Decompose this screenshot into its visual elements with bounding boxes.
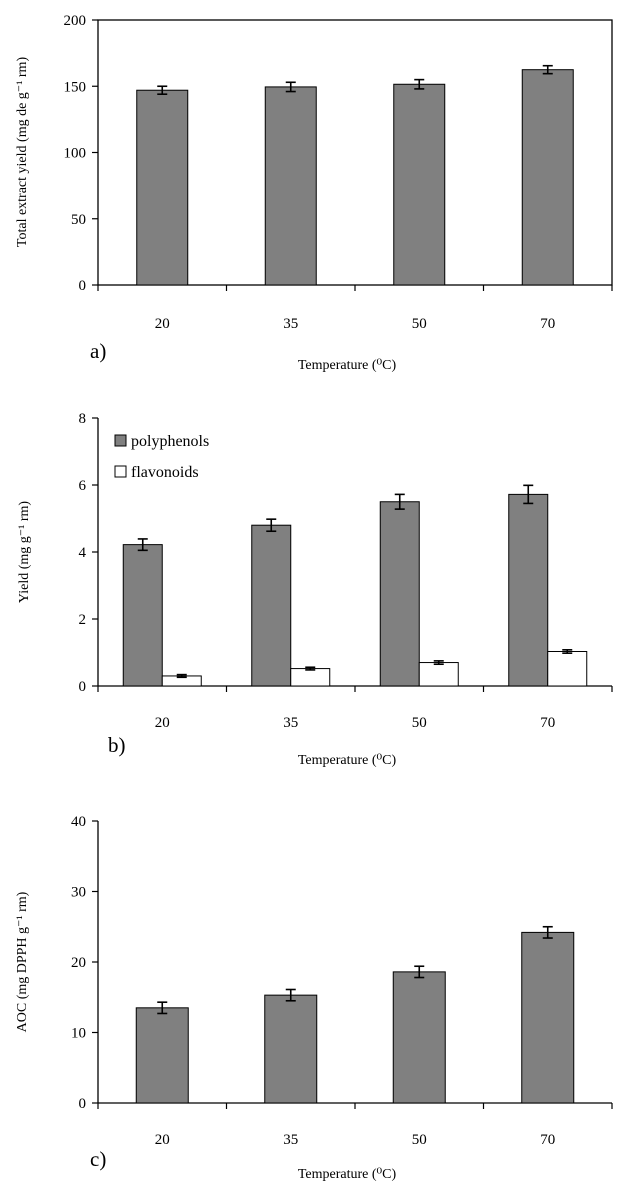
bar — [418, 662, 459, 687]
y-tick-label: 0 — [79, 679, 87, 695]
error-bar — [394, 493, 405, 510]
y-tick-label: 50 — [71, 212, 86, 228]
bar — [521, 69, 574, 286]
bar — [264, 994, 318, 1104]
x-tick-label: 50 — [412, 316, 427, 332]
error-bar — [285, 988, 296, 1002]
y-tick-label: 0 — [79, 278, 87, 294]
y-tick-label: 40 — [71, 814, 86, 830]
error-bar — [542, 925, 553, 939]
error-bar — [157, 1001, 168, 1015]
error-bar — [562, 649, 573, 654]
bar — [122, 544, 163, 687]
y-tick-label: 10 — [71, 1026, 86, 1042]
bar — [379, 501, 420, 687]
bar — [136, 89, 189, 286]
y-axis-title: Yield (mg g⁻¹ rm) — [17, 501, 32, 604]
x-tick-label: 35 — [283, 715, 298, 731]
error-bar — [414, 78, 425, 90]
x-tick-label: 50 — [412, 1132, 427, 1148]
error-bar — [542, 64, 553, 75]
chart-panel-a: 0 50 100 150 200 20 35 50 70 Temperature (⁰C) Tota… — [15, 13, 613, 373]
error-bar — [285, 81, 296, 93]
x-tick-label: 70 — [540, 715, 555, 731]
y-axis-title: Total extract yield (mg de g⁻¹ rm) — [15, 57, 30, 248]
x-tick-label: 20 — [155, 1132, 170, 1148]
bar — [251, 524, 292, 687]
legend-swatch — [114, 434, 127, 447]
error-bar — [433, 660, 444, 666]
error-bar — [157, 85, 168, 95]
x-axis-title: Temperature (⁰C) — [298, 1167, 397, 1182]
bar — [264, 86, 317, 286]
y-tick-label: 150 — [64, 79, 87, 95]
legend-swatch — [114, 465, 127, 478]
error-bar — [266, 518, 277, 533]
y-tick-label: 100 — [64, 146, 87, 162]
panel-label: a) — [90, 339, 106, 363]
bar — [392, 971, 446, 1104]
x-axis-title: Temperature (⁰C) — [298, 358, 397, 373]
x-axis-title: Temperature (⁰C) — [298, 753, 397, 768]
y-tick-label: 6 — [79, 478, 87, 494]
y-tick-label: 0 — [79, 1096, 87, 1112]
error-bar — [176, 673, 187, 679]
y-tick-label: 20 — [71, 955, 86, 971]
bar — [521, 931, 575, 1104]
x-tick-label: 70 — [540, 1132, 555, 1148]
bar — [290, 668, 331, 687]
chart-panel-b: 0 2 4 6 8 20 35 50 70 polyphenols flavonoids Temper… — [17, 411, 613, 768]
x-tick-label: 50 — [412, 715, 427, 731]
error-bar — [305, 666, 316, 671]
y-axis-title: AOC (mg DPPH g⁻¹ rm) — [15, 891, 30, 1032]
x-tick-label: 20 — [155, 316, 170, 332]
error-bar — [137, 538, 148, 552]
bar — [393, 83, 446, 286]
bar — [135, 1007, 189, 1104]
y-tick-label: 30 — [71, 885, 86, 901]
x-tick-label: 20 — [155, 715, 170, 731]
bar — [508, 493, 549, 687]
y-tick-label: 2 — [79, 612, 87, 628]
y-tick-label: 200 — [64, 13, 87, 29]
x-tick-label: 35 — [283, 316, 298, 332]
panel-label: b) — [108, 733, 126, 757]
y-tick-label: 4 — [79, 545, 87, 561]
error-bar — [414, 965, 425, 979]
legend-label: flavonoids — [131, 464, 199, 481]
y-tick-label: 8 — [79, 411, 87, 427]
chart-panel-c: 0 10 20 30 40 20 35 50 70 Temperature (⁰C) AOC (mg… — [15, 814, 613, 1182]
legend-label: polyphenols — [131, 433, 209, 450]
x-tick-label: 35 — [283, 1132, 298, 1148]
x-tick-label: 70 — [540, 316, 555, 332]
bar — [547, 650, 588, 687]
panel-label: c) — [90, 1147, 106, 1171]
error-bar — [523, 484, 534, 505]
